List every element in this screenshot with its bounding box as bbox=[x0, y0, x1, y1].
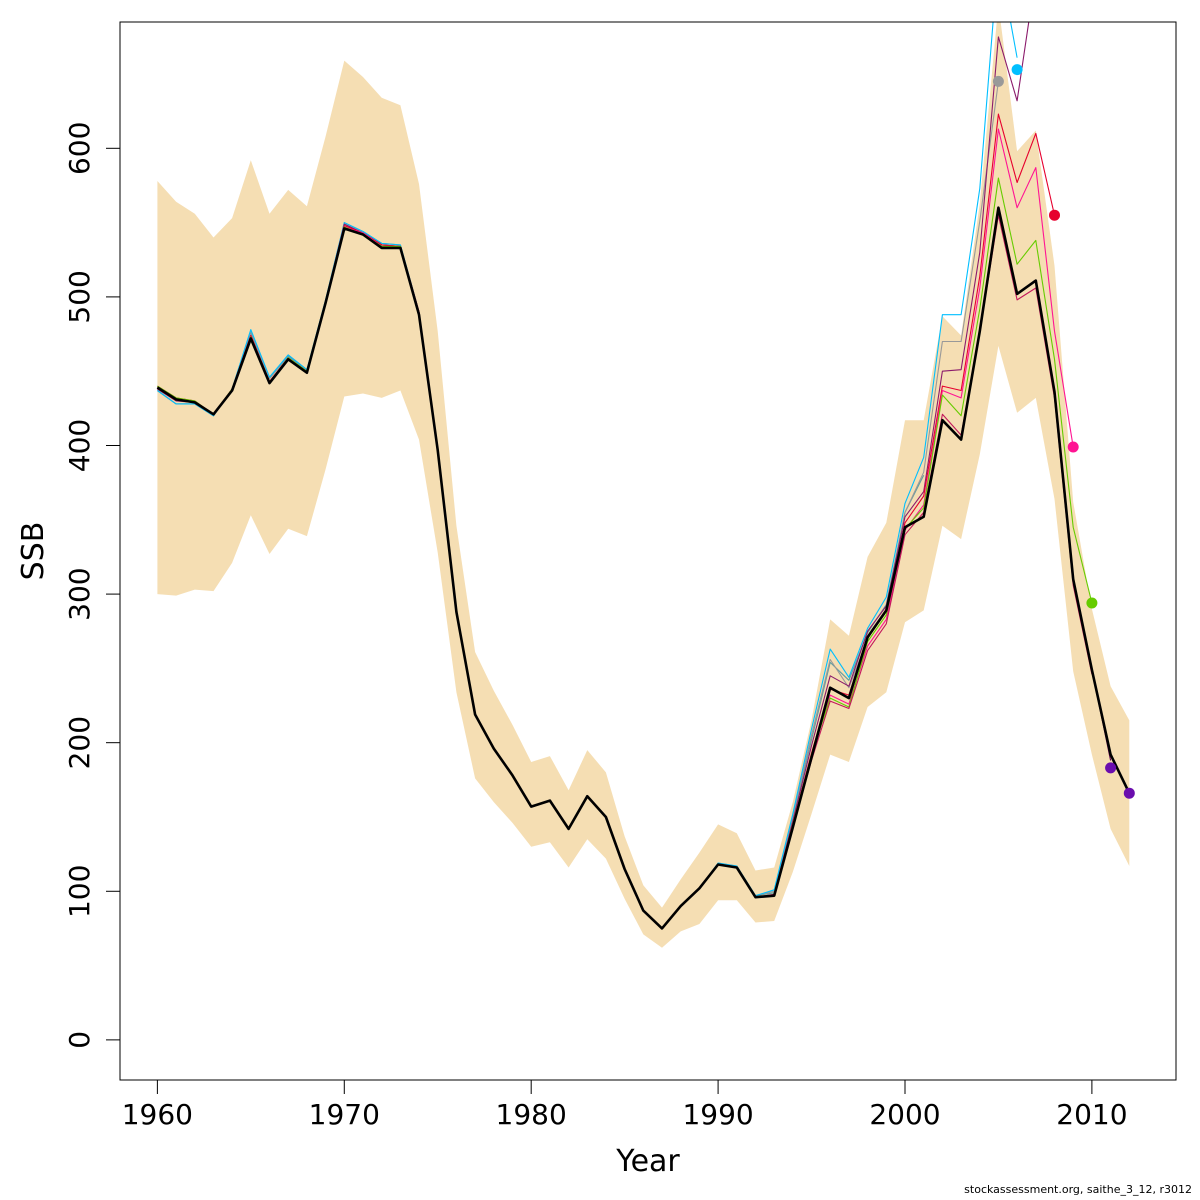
endpoint-marker-2012 bbox=[1123, 787, 1135, 799]
endpoint-marker-2010 bbox=[1086, 597, 1098, 609]
x-tick-label: 1990 bbox=[682, 1098, 753, 1131]
y-tick-label: 200 bbox=[63, 716, 96, 769]
endpoint-marker-2009 bbox=[1067, 441, 1079, 453]
endpoint-marker-2008 bbox=[1049, 209, 1060, 221]
x-tick-label: 1970 bbox=[309, 1098, 380, 1131]
y-tick-label: 500 bbox=[63, 270, 96, 323]
y-tick-label: 600 bbox=[63, 122, 96, 175]
endpoint-marker-2011 bbox=[1105, 762, 1117, 774]
y-tick-label: 100 bbox=[63, 865, 96, 918]
y-axis-title: SSB bbox=[16, 522, 51, 581]
x-tick-label: 1980 bbox=[496, 1098, 567, 1131]
confidence-band bbox=[157, 22, 1130, 948]
x-axis-title: Year bbox=[615, 1144, 680, 1179]
y-tick-label: 0 bbox=[63, 1031, 96, 1049]
x-tick-label: 1960 bbox=[122, 1098, 193, 1131]
series-line-0 bbox=[156, 206, 1131, 930]
endpoint-marker-2006 bbox=[1011, 64, 1023, 76]
footer-source: stockassessment.org, saithe_3_12, r3012 bbox=[964, 1183, 1192, 1196]
y-tick-label: 300 bbox=[63, 567, 96, 620]
x-tick-label: 2010 bbox=[1056, 1098, 1127, 1131]
y-tick-label: 400 bbox=[63, 419, 96, 472]
endpoint-marker-2005 bbox=[992, 75, 1004, 87]
x-tick-label: 2000 bbox=[869, 1098, 940, 1131]
